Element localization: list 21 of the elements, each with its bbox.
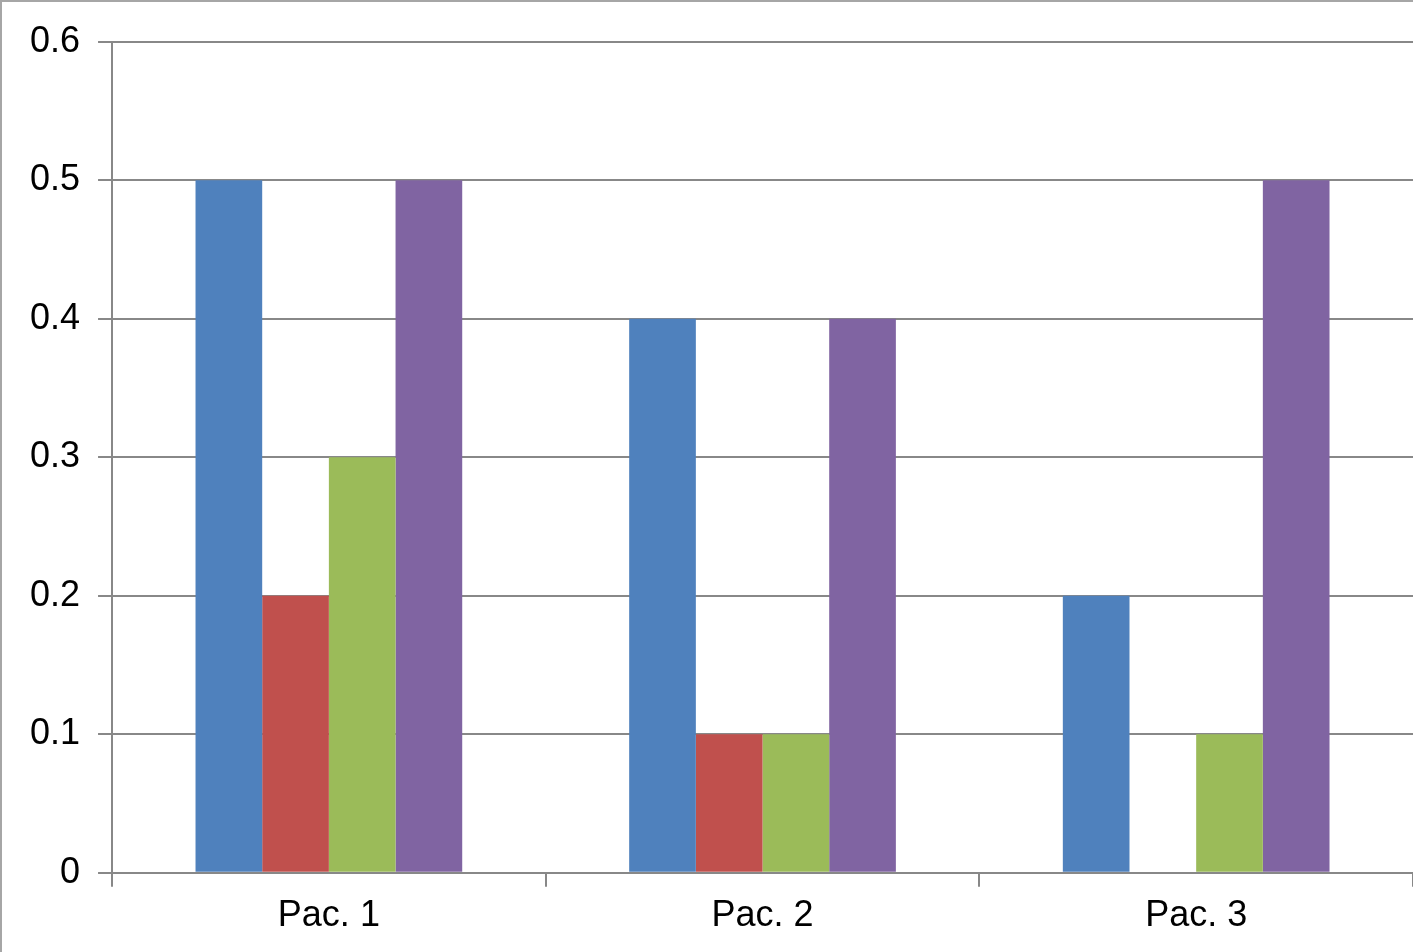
bar: [762, 734, 830, 872]
y-tick-label: 0: [60, 849, 81, 891]
x-tick-label: Pac. 2: [711, 893, 814, 935]
x-tick-label: Pac. 1: [277, 893, 380, 935]
y-tick-label: 0.2: [30, 572, 81, 614]
bar: [829, 318, 896, 872]
y-tick-label: 0.6: [30, 18, 81, 60]
y-tick-label: 0.5: [30, 157, 81, 199]
bar: [328, 457, 396, 872]
y-tick-label: 0.3: [30, 434, 81, 476]
bar: [629, 318, 696, 872]
bar: [695, 734, 763, 872]
x-tick-label: Pac. 3: [1145, 893, 1248, 935]
y-tick-label: 0.1: [30, 711, 81, 753]
bar: [262, 595, 329, 872]
bar: [395, 180, 463, 872]
bar: [195, 180, 263, 872]
bar: [1196, 734, 1263, 872]
y-tick-label: 0.4: [30, 295, 81, 337]
bar: [1062, 595, 1130, 872]
bar: [1262, 180, 1330, 872]
